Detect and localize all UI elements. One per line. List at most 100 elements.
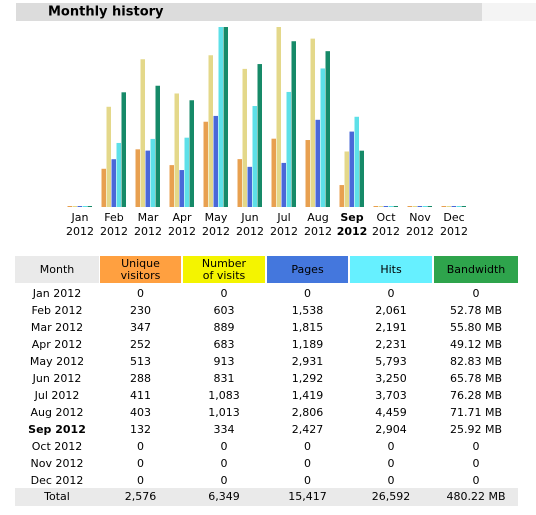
value-cell: 76.28 MB xyxy=(450,389,502,402)
month-cell: Dec 2012 xyxy=(31,474,84,487)
bar xyxy=(77,206,82,207)
bar xyxy=(393,206,398,207)
month-header-bg xyxy=(15,256,99,283)
bar xyxy=(373,206,378,207)
bar xyxy=(281,162,286,207)
bar xyxy=(271,138,276,207)
value-cell: 0 xyxy=(221,457,228,470)
bar xyxy=(87,206,92,207)
bar xyxy=(412,206,417,207)
value-cell: 230 xyxy=(130,304,151,317)
bar xyxy=(407,206,412,207)
value-cell: 0 xyxy=(388,440,395,453)
value-cell: 5,793 xyxy=(375,355,407,368)
month-header: Month xyxy=(40,263,75,276)
value-cell: 3,703 xyxy=(375,389,407,402)
column-header-bg xyxy=(350,256,432,283)
bar xyxy=(276,27,281,207)
bar xyxy=(417,206,422,207)
bar xyxy=(218,27,223,207)
bar xyxy=(72,206,77,207)
month-cell: Jan 2012 xyxy=(32,287,81,300)
month-cell: Jul 2012 xyxy=(34,389,80,402)
total-cell: 480.22 MB xyxy=(446,490,505,503)
value-cell: 0 xyxy=(137,474,144,487)
value-cell: 1,538 xyxy=(292,304,324,317)
value-cell: 0 xyxy=(137,457,144,470)
column-header: Number of visits xyxy=(202,257,247,282)
value-cell: 2,061 xyxy=(375,304,407,317)
value-cell: 25.92 MB xyxy=(450,423,502,436)
value-cell: 65.78 MB xyxy=(450,372,502,385)
x-tick-label: Jul 2012 xyxy=(270,211,298,238)
value-cell: 1,292 xyxy=(292,372,324,385)
month-cell: Jun 2012 xyxy=(32,372,82,385)
bar xyxy=(456,206,461,207)
value-cell: 0 xyxy=(137,287,144,300)
bar xyxy=(325,51,330,207)
value-cell: 0 xyxy=(388,287,395,300)
bar xyxy=(189,100,194,207)
value-cell: 0 xyxy=(473,440,480,453)
bar xyxy=(82,206,87,207)
value-cell: 2,231 xyxy=(375,338,407,351)
bar xyxy=(349,131,354,207)
bar xyxy=(305,140,310,207)
x-tick-label: Jun 2012 xyxy=(236,211,264,238)
x-tick-label: May 2012 xyxy=(202,211,230,238)
value-cell: 0 xyxy=(221,474,228,487)
bar xyxy=(383,206,388,207)
bar xyxy=(286,91,291,207)
column-header: Pages xyxy=(291,263,324,276)
bar xyxy=(116,142,121,207)
column-header: Hits xyxy=(380,263,402,276)
column-header-bg xyxy=(267,256,348,283)
bar xyxy=(150,138,155,207)
value-cell: 889 xyxy=(214,321,235,334)
bar xyxy=(242,68,247,207)
bar xyxy=(446,206,451,207)
x-tick-label: Feb 2012 xyxy=(100,211,128,238)
bar xyxy=(359,150,364,207)
section-title: Monthly history xyxy=(48,5,164,20)
column-header: Unique visitors xyxy=(121,257,161,282)
month-cell: Sep 2012 xyxy=(28,423,86,436)
month-cell: May 2012 xyxy=(30,355,84,368)
x-tick-label: Jan 2012 xyxy=(66,211,94,238)
column-header-bg xyxy=(100,256,181,283)
total-cell: 6,349 xyxy=(208,490,240,503)
column-header-bg xyxy=(183,256,265,283)
bar xyxy=(111,159,116,207)
value-cell: 288 xyxy=(130,372,151,385)
value-cell: 4,459 xyxy=(375,406,407,419)
value-cell: 1,419 xyxy=(292,389,324,402)
value-cell: 1,013 xyxy=(208,406,240,419)
value-cell: 513 xyxy=(130,355,151,368)
value-cell: 0 xyxy=(388,457,395,470)
value-cell: 411 xyxy=(130,389,151,402)
value-cell: 2,427 xyxy=(292,423,324,436)
value-cell: 82.83 MB xyxy=(450,355,502,368)
bar xyxy=(320,68,325,207)
total-row-bg xyxy=(15,488,518,506)
value-cell: 0 xyxy=(473,457,480,470)
bar xyxy=(427,206,432,207)
bar xyxy=(179,170,184,207)
total-cell: 26,592 xyxy=(372,490,411,503)
bar xyxy=(101,168,106,207)
column-header-bg xyxy=(434,256,518,283)
month-cell: Nov 2012 xyxy=(31,457,84,470)
value-cell: 2,806 xyxy=(292,406,324,419)
bar xyxy=(184,137,189,207)
bar xyxy=(223,27,228,207)
value-cell: 403 xyxy=(130,406,151,419)
x-tick-label: Apr 2012 xyxy=(168,211,196,238)
value-cell: 0 xyxy=(304,457,311,470)
value-cell: 0 xyxy=(221,440,228,453)
bar xyxy=(247,166,252,207)
value-cell: 3,250 xyxy=(375,372,407,385)
x-tick-label: Aug 2012 xyxy=(304,211,332,238)
bar xyxy=(145,150,150,207)
x-tick-label: Nov 2012 xyxy=(406,211,434,238)
